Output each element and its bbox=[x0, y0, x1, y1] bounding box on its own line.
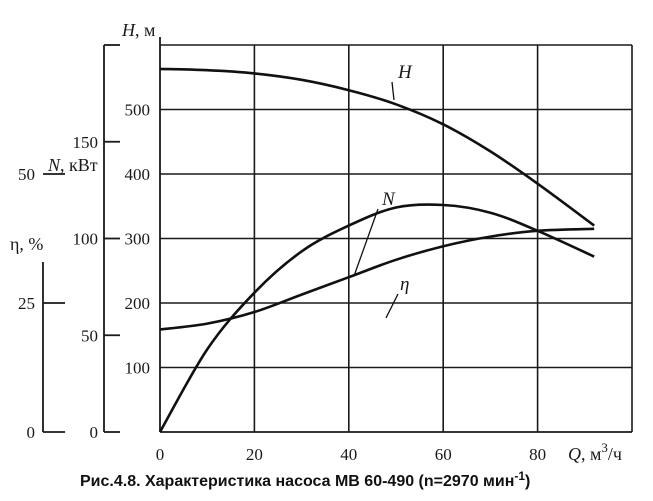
series-h-line bbox=[159, 67, 595, 227]
x-tick-label: 60 bbox=[435, 445, 452, 464]
h-tick-label: 200 bbox=[125, 294, 151, 313]
eta-tick-label: 0 bbox=[27, 423, 36, 442]
h-tick-label: 500 bbox=[125, 101, 151, 120]
curve-label-n-leader bbox=[353, 208, 379, 277]
eta-tick-label: 50 bbox=[18, 165, 35, 184]
n-tick-label: 100 bbox=[73, 230, 99, 249]
grid bbox=[160, 44, 633, 432]
figure-caption: Рис.4.8. Характеристика насоса МВ 60-490… bbox=[80, 469, 530, 490]
h-axis-label: H, м bbox=[121, 20, 155, 40]
curve-label-n: N bbox=[381, 189, 396, 210]
x-axis-label: Q, м3/ч bbox=[568, 440, 622, 464]
x-tick-label: 80 bbox=[529, 445, 546, 464]
n-axis-label: N, кВт bbox=[47, 155, 98, 175]
caption-main: Рис.4.8. Характеристика насоса МВ 60-490… bbox=[80, 473, 514, 490]
x-tick-label: 40 bbox=[340, 445, 357, 464]
axes bbox=[42, 37, 632, 433]
series-eta-line bbox=[158, 203, 595, 433]
n-tick-label: 0 bbox=[90, 423, 99, 442]
n-tick-label: 150 bbox=[73, 133, 99, 152]
x-tick-label: 20 bbox=[246, 445, 263, 464]
h-tick-label: 100 bbox=[125, 359, 151, 378]
x-tick-label: 0 bbox=[156, 445, 165, 464]
eta-axis-label: η, % bbox=[10, 234, 43, 254]
curve-label-h: H bbox=[397, 62, 413, 83]
n-tick-label: 50 bbox=[81, 326, 98, 345]
curve-label-h-leader bbox=[391, 81, 395, 101]
series bbox=[158, 67, 595, 433]
caption-superscript: -1 bbox=[514, 469, 525, 483]
h-tick-label: 300 bbox=[125, 230, 151, 249]
h-tick-label: 400 bbox=[125, 165, 151, 184]
curve-label-eta-leader bbox=[385, 293, 399, 319]
curve-label-eta: η bbox=[400, 274, 409, 295]
caption-tail: ) bbox=[525, 473, 530, 490]
eta-tick-label: 25 bbox=[18, 294, 35, 313]
